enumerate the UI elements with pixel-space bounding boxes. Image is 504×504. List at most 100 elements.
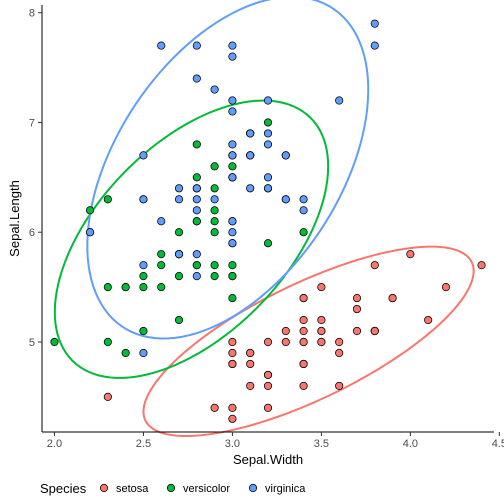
point-setosa (299, 337, 308, 347)
point-versicolor (263, 118, 273, 127)
point-setosa (424, 315, 433, 325)
point-setosa (263, 403, 273, 412)
x-tick-label: 3.0 (225, 438, 240, 450)
point-setosa (263, 381, 273, 390)
y-tick-label: 5 (29, 337, 35, 349)
point-setosa (246, 381, 255, 390)
point-versicolor (85, 206, 95, 215)
point-versicolor (210, 272, 219, 281)
point-setosa (228, 337, 237, 347)
point-virginica (299, 195, 308, 204)
point-versicolor (103, 195, 112, 204)
point-virginica (228, 96, 237, 105)
point-virginica (174, 184, 184, 193)
point-versicolor (157, 283, 166, 292)
point-versicolor (139, 272, 148, 281)
legend: Species setosa versicolor virginica (40, 481, 306, 496)
point-setosa (299, 294, 308, 303)
point-versicolor (192, 173, 201, 182)
legend-key-setosa (99, 483, 109, 493)
point-versicolor (192, 217, 201, 226)
point-versicolor (174, 272, 184, 281)
point-virginica (263, 184, 273, 193)
point-versicolor (103, 283, 112, 292)
point-virginica (192, 206, 201, 215)
x-tick-label: 2.5 (136, 438, 151, 450)
point-versicolor (210, 228, 219, 237)
point-virginica (192, 250, 201, 259)
point-virginica (228, 217, 237, 226)
point-virginica (335, 96, 344, 105)
y-tick-label: 6 (29, 227, 35, 239)
point-setosa (317, 315, 326, 325)
point-virginica (192, 272, 201, 281)
point-setosa (299, 326, 308, 336)
point-versicolor (299, 228, 308, 237)
point-versicolor (210, 217, 219, 226)
point-versicolor (192, 261, 201, 270)
point-versicolor (263, 239, 273, 248)
legend-label-setosa: setosa (116, 483, 149, 495)
point-virginica (228, 239, 237, 248)
x-axis-title: Sepal.Width (233, 452, 303, 467)
point-virginica (228, 107, 237, 116)
point-versicolor (228, 261, 237, 270)
point-versicolor (210, 261, 219, 270)
point-virginica (370, 19, 379, 28)
legend-label-versicolor: versicolor (183, 483, 230, 495)
point-setosa (246, 359, 255, 369)
point-virginica (228, 52, 237, 61)
point-virginica (228, 140, 237, 149)
x-tick-label: 4.0 (403, 438, 418, 450)
point-setosa (263, 337, 273, 347)
point-versicolor (192, 140, 201, 149)
x-tick-label: 2.0 (47, 438, 62, 450)
point-virginica (228, 41, 237, 50)
x-tick-label: 4.5 (492, 438, 504, 450)
point-virginica (281, 195, 290, 204)
ellipse-setosa (142, 245, 475, 438)
legend-key-virginica (248, 483, 258, 493)
x-tick-label: 3.5 (314, 438, 329, 450)
point-setosa (281, 337, 290, 347)
point-versicolor (174, 315, 184, 325)
point-versicolor (210, 206, 219, 215)
point-setosa (228, 348, 237, 358)
point-setosa (228, 359, 237, 369)
point-virginica (246, 151, 255, 160)
point-setosa (352, 326, 362, 336)
point-setosa (299, 359, 308, 369)
point-setosa (335, 381, 344, 390)
point-setosa (246, 348, 255, 358)
point-setosa (299, 315, 308, 325)
point-virginica (281, 151, 290, 160)
point-virginica (174, 250, 184, 259)
y-axis-ticks: 5 6 7 8 (29, 8, 42, 349)
point-virginica (192, 41, 201, 50)
point-setosa (370, 326, 379, 336)
axes (41, 5, 494, 433)
point-versicolor (228, 294, 237, 303)
y-axis-title: Sepal.Length (7, 180, 22, 257)
point-setosa (406, 250, 415, 259)
point-versicolor (210, 162, 219, 171)
point-versicolor (157, 250, 166, 259)
legend-key-versicolor (166, 483, 176, 493)
point-virginica (228, 228, 237, 237)
point-virginica (263, 129, 273, 138)
point-virginica (228, 151, 237, 160)
point-virginica (139, 348, 148, 358)
point-versicolor (174, 228, 184, 237)
point-versicolor (157, 261, 166, 270)
point-setosa (210, 403, 219, 412)
point-versicolor (103, 337, 112, 347)
point-versicolor (139, 326, 148, 336)
point-virginica (246, 129, 255, 138)
point-versicolor (210, 184, 219, 193)
point-virginica (192, 195, 201, 204)
point-setosa (317, 283, 326, 292)
y-tick-label: 8 (29, 8, 35, 20)
point-virginica (139, 261, 148, 270)
point-virginica (263, 140, 273, 149)
